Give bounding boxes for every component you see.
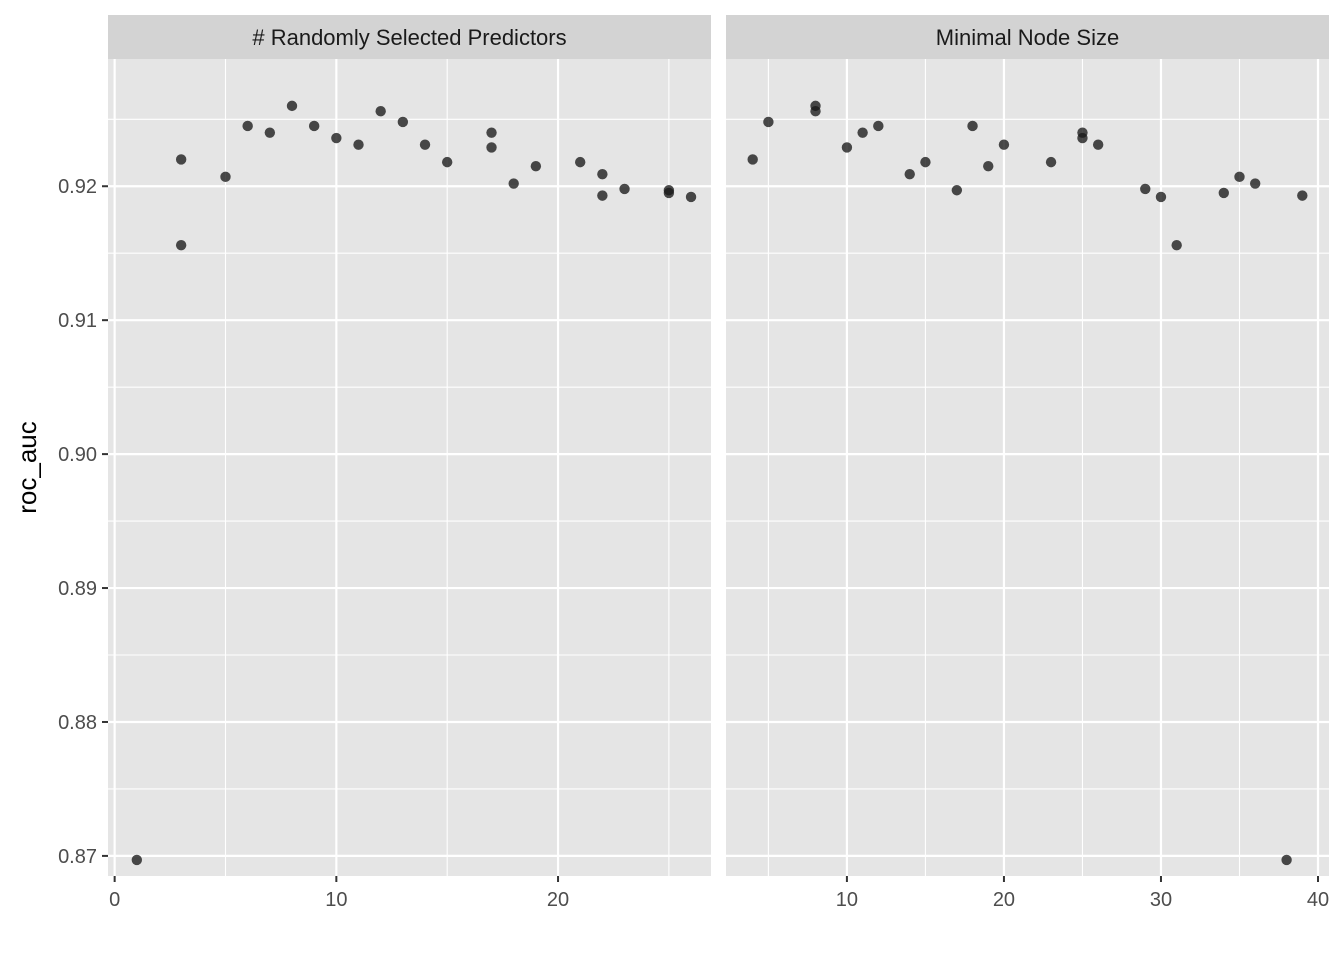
data-point-node-size-17: [1140, 183, 1151, 195]
data-point-node-size-18: [1155, 191, 1167, 203]
data-point-predictors-24: [685, 191, 697, 203]
data-point-node-size-3: [810, 106, 821, 117]
facet-title-node-size: Minimal Node Size: [936, 25, 1119, 50]
data-point-node-size-8: [920, 156, 931, 168]
data-point-predictors-5: [264, 127, 276, 138]
data-point-predictors-17: [530, 160, 542, 172]
data-point-node-size-6: [873, 120, 884, 132]
data-point-node-size-22: [1249, 178, 1261, 189]
data-point-node-size-24: [1297, 190, 1308, 201]
data-point-node-size-0: [747, 154, 758, 165]
data-point-node-size-12: [998, 139, 1010, 150]
data-point-node-size-9: [951, 185, 963, 196]
y-tick-label: 0.92: [58, 176, 97, 198]
data-point-node-size-1: [763, 116, 774, 128]
data-point-predictors-11: [397, 116, 409, 128]
data-point-predictors-0: [131, 854, 143, 866]
x-axis-predictors: 0 10 20: [109, 876, 569, 911]
data-point-predictors-9: [353, 139, 364, 150]
y-tick-label: 0.87: [58, 846, 97, 868]
data-point-predictors-19: [597, 168, 608, 180]
y-axis: 0.87 0.88 0.89 0.90 0.91 0.92: [58, 176, 108, 868]
data-point-predictors-1: [175, 154, 187, 165]
gridlines-predictors: [108, 59, 711, 876]
facet-panel-node-size: Minimal Node Size 10 20 30 40: [726, 15, 1329, 911]
y-axis-title: roc_auc: [12, 421, 42, 514]
x-tick-label-predictors: 0: [109, 889, 120, 911]
data-point-predictors-4: [242, 120, 253, 132]
facet-strip-predictors: [108, 15, 711, 59]
facet-strip-node-size: [726, 15, 1329, 59]
y-tick-label: 0.91: [58, 310, 97, 332]
data-point-predictors-8: [331, 132, 342, 144]
plot-area-node-size: [726, 59, 1329, 876]
data-point-predictors-10: [375, 106, 386, 117]
points-predictors: [131, 100, 697, 866]
data-point-node-size-10: [967, 120, 978, 132]
x-tick-label-node-size: 40: [1307, 889, 1329, 911]
x-axis-node-size: 10 20 30 40: [836, 876, 1329, 911]
y-tick-label: 0.88: [58, 712, 97, 734]
data-point-predictors-2: [175, 239, 187, 251]
data-point-predictors-21: [619, 183, 630, 195]
data-point-node-size-11: [983, 160, 994, 172]
data-point-node-size-5: [857, 127, 868, 138]
x-tick-label-node-size: 20: [993, 889, 1015, 911]
data-point-predictors-23: [663, 187, 675, 199]
data-point-predictors-6: [286, 100, 298, 112]
facet-panel-predictors: # Randomly Selected Predictors 0 10 20: [108, 15, 711, 911]
gridlines-node-size: [726, 59, 1329, 876]
data-point-predictors-15: [486, 142, 497, 153]
data-point-node-size-23: [1281, 854, 1292, 866]
data-point-node-size-20: [1218, 187, 1229, 199]
x-tick-label-node-size: 10: [836, 889, 858, 911]
data-point-predictors-16: [508, 178, 519, 189]
points-node-size: [747, 100, 1308, 866]
y-tick-label: 0.90: [58, 444, 97, 466]
data-point-predictors-7: [308, 120, 320, 132]
x-tick-label-predictors: 20: [547, 889, 569, 911]
x-tick-label-node-size: 30: [1150, 889, 1172, 911]
data-point-node-size-21: [1234, 171, 1245, 183]
data-point-predictors-13: [441, 156, 453, 168]
data-point-predictors-3: [220, 171, 231, 183]
data-point-predictors-20: [597, 190, 608, 201]
data-point-node-size-7: [904, 168, 915, 180]
data-point-node-size-13: [1045, 156, 1057, 168]
data-point-node-size-15: [1077, 132, 1088, 144]
facet-title-predictors: # Randomly Selected Predictors: [252, 25, 566, 50]
y-tick-label: 0.89: [58, 578, 97, 600]
data-point-node-size-4: [841, 142, 853, 153]
plot-area-predictors: [108, 59, 711, 876]
data-point-predictors-12: [419, 139, 431, 150]
data-point-node-size-16: [1092, 139, 1104, 150]
data-point-predictors-18: [575, 156, 586, 168]
data-point-predictors-14: [486, 127, 497, 138]
x-tick-label-predictors: 10: [325, 889, 347, 911]
data-point-node-size-19: [1171, 239, 1182, 251]
